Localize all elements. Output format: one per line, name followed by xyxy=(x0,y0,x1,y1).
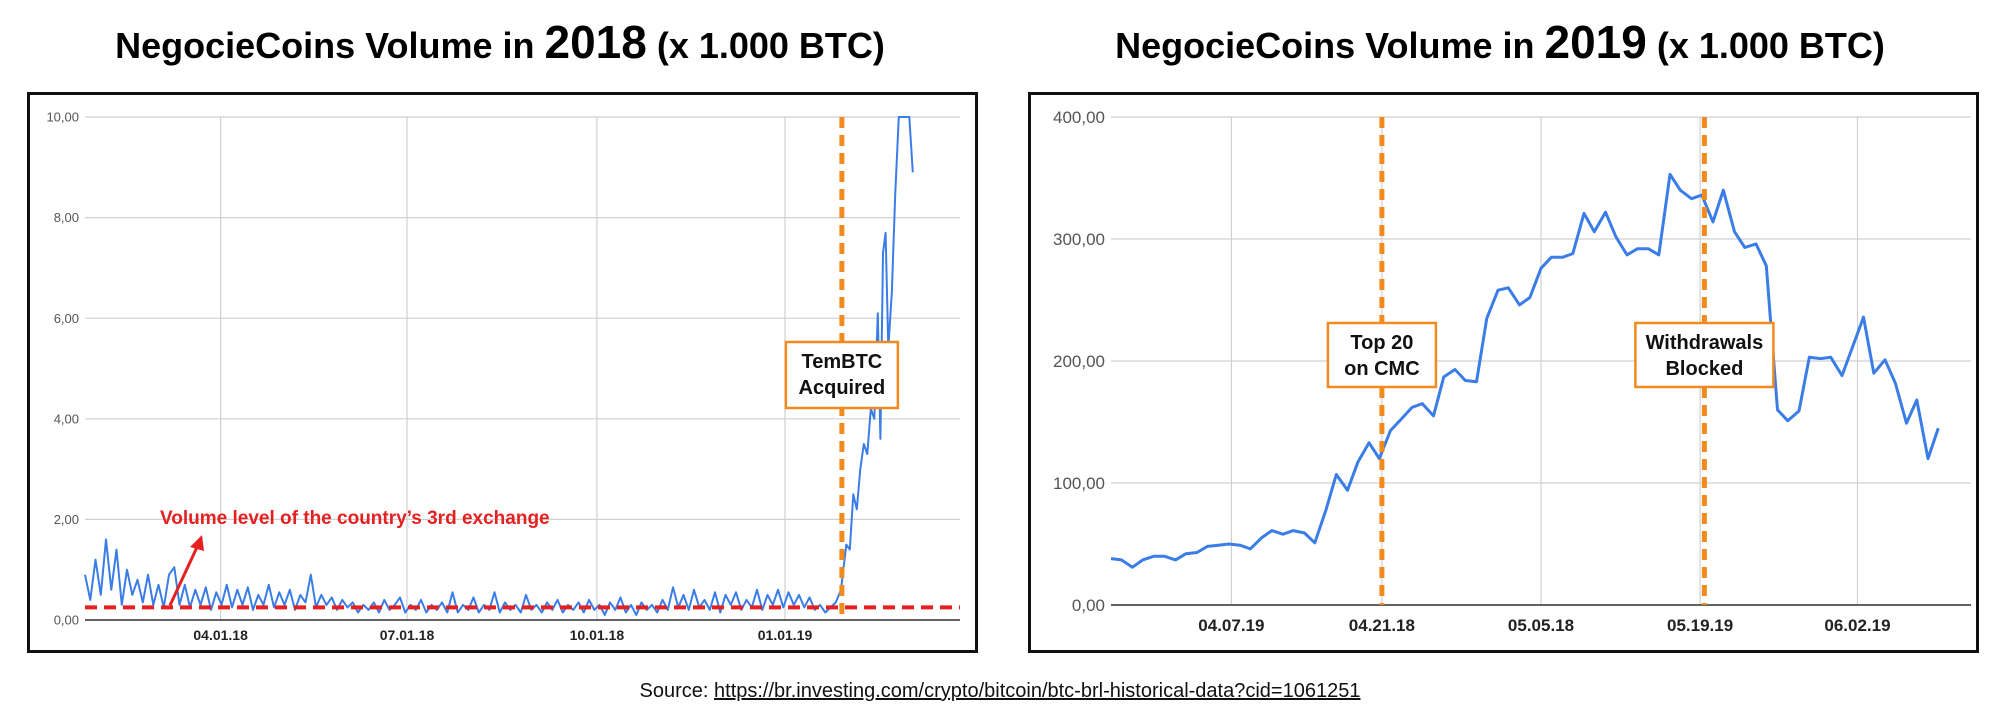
x-tick-label: 01.01.19 xyxy=(758,627,813,643)
chart-2019: 0,00 100,00 200,00 300,00 400,00 04.07.19 04.2… xyxy=(1053,108,1971,635)
x-tick-label: 07.01.18 xyxy=(380,627,435,643)
y-tick-label: 300,00 xyxy=(1053,230,1105,249)
x-tick-label: 05.19.19 xyxy=(1667,616,1733,635)
title-prefix: NegocieCoins Volume in xyxy=(1115,25,1545,66)
event-label-text: Blocked xyxy=(1665,358,1743,380)
threshold-arrow xyxy=(168,544,200,607)
title-prefix: NegocieCoins Volume in xyxy=(115,25,545,66)
y-tick-label: 0,00 xyxy=(54,613,79,628)
y-tick-label: 8,00 xyxy=(54,210,79,225)
y-tick-label: 100,00 xyxy=(1053,474,1105,493)
threshold-label: Volume level of the country’s 3rd exchan… xyxy=(160,508,550,529)
event-label-text: on CMC xyxy=(1344,358,1420,380)
x-tick-label: 04.07.19 xyxy=(1198,616,1264,635)
y-tick-label: 400,00 xyxy=(1053,108,1105,127)
x-tick-label: 05.05.18 xyxy=(1508,616,1574,635)
series-line xyxy=(84,116,914,616)
event-label-text: Acquired xyxy=(799,377,886,399)
chart-panel-2018: 0,00 2,00 4,00 6,00 8,00 10,00 04.01.18 07.01.1… xyxy=(27,92,978,653)
y-tick-label: 6,00 xyxy=(54,311,79,326)
title-suffix: (x 1.000 BTC) xyxy=(646,25,885,66)
series-line xyxy=(1110,172,1940,569)
source-label: Source: xyxy=(639,680,709,702)
y-tick-label: 4,00 xyxy=(54,411,79,426)
x-tick-label: 06.02.19 xyxy=(1824,616,1890,635)
event-label-box xyxy=(784,340,900,410)
y-tick-label: 2,00 xyxy=(54,512,79,527)
y-tick-label: 200,00 xyxy=(1053,352,1105,371)
chart-title-2019: NegocieCoins Volume in 2019 (x 1.000 BTC… xyxy=(1000,18,2000,70)
event-label-box xyxy=(1634,321,1775,389)
source-line: Source: https://br.investing.com/crypto/… xyxy=(0,680,2000,703)
x-tick-label: 10.01.18 xyxy=(570,627,625,643)
event-label-text: Withdrawals xyxy=(1646,332,1764,354)
chart-2018: 0,00 2,00 4,00 6,00 8,00 10,00 04.01.18 07.01.1… xyxy=(46,110,960,643)
threshold-arrow-head xyxy=(190,535,204,551)
event-label-box xyxy=(1326,321,1438,389)
chart-panel-2019: 0,00 100,00 200,00 300,00 400,00 04.07.19 04.2… xyxy=(1028,92,1979,653)
title-year: 2018 xyxy=(544,16,647,68)
source-link[interactable]: https://br.investing.com/crypto/bitcoin/… xyxy=(714,680,1361,702)
x-tick-label: 04.01.18 xyxy=(193,627,248,643)
y-tick-label: 10,00 xyxy=(46,110,79,125)
title-suffix: (x 1.000 BTC) xyxy=(1646,25,1885,66)
title-year: 2019 xyxy=(1544,16,1647,68)
x-tick-label: 04.21.18 xyxy=(1349,616,1415,635)
event-label-text: TemBTC xyxy=(802,351,883,373)
y-tick-label: 0,00 xyxy=(1072,596,1105,615)
chart-title-2018: NegocieCoins Volume in 2018 (x 1.000 BTC… xyxy=(0,18,1000,70)
event-label-text: Top 20 xyxy=(1350,332,1413,354)
